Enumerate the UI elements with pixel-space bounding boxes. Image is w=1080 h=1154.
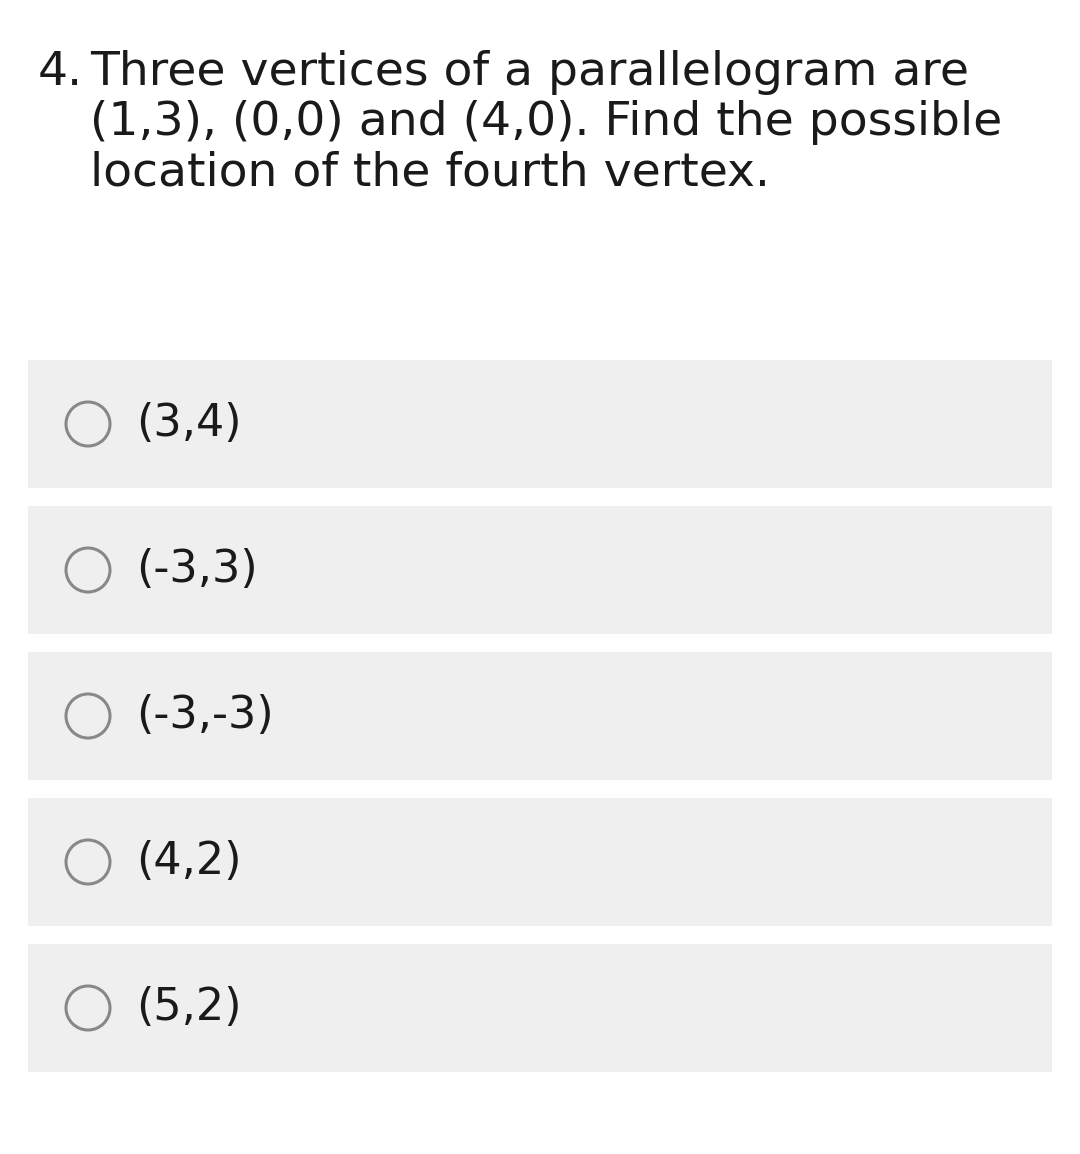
Text: location of the fourth vertex.: location of the fourth vertex. bbox=[90, 150, 770, 195]
Text: Three vertices of a parallelogram are: Three vertices of a parallelogram are bbox=[90, 50, 969, 95]
FancyBboxPatch shape bbox=[28, 505, 1052, 634]
FancyBboxPatch shape bbox=[28, 799, 1052, 926]
FancyBboxPatch shape bbox=[28, 944, 1052, 1072]
Text: (1,3), (0,0) and (4,0). Find the possible: (1,3), (0,0) and (4,0). Find the possibl… bbox=[90, 100, 1002, 145]
Text: (5,2): (5,2) bbox=[136, 987, 242, 1029]
FancyBboxPatch shape bbox=[28, 360, 1052, 488]
Text: (4,2): (4,2) bbox=[136, 840, 242, 884]
Text: (-3,-3): (-3,-3) bbox=[136, 695, 273, 737]
Text: (-3,3): (-3,3) bbox=[136, 548, 258, 592]
Text: 4.: 4. bbox=[38, 50, 83, 95]
Text: (3,4): (3,4) bbox=[136, 403, 242, 445]
FancyBboxPatch shape bbox=[28, 652, 1052, 780]
